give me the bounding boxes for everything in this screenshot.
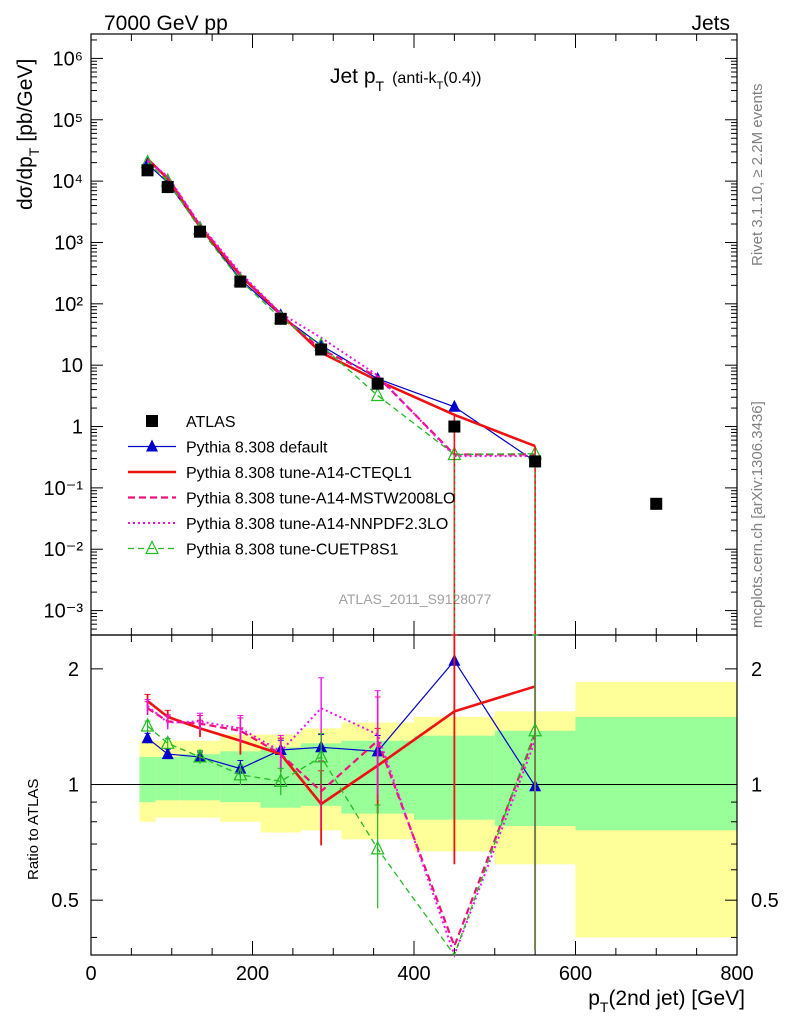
legend: ATLAS Pythia 8.308 default Pythia 8.308 tu… [128,414,455,559]
atlas-point [234,275,247,288]
main-ytick-label: 10³ [54,232,83,254]
main-line-4 [147,162,536,456]
x-axis-label: pT(2nd jet) [GeV] [588,987,745,1015]
atlas-point [161,181,174,194]
legend-label-0: ATLAS [186,414,236,431]
plot-title-main: Jet p [330,65,376,88]
atlas-point [448,420,461,433]
atlas-point [194,225,207,238]
plot-title-extra: (anti-k [392,70,437,87]
side-label-bottom: mcplots.cern.ch [arXiv:1306.3436] [749,401,766,628]
legend-label-5: Pythia 8.308 tune-CUETP8S1 [186,542,399,559]
atlas-point [274,312,287,325]
main-line-1 [146,157,536,448]
band-green-0 [139,756,156,803]
ratio-ytick-label-left: 0.5 [51,890,79,912]
main-ytick-label: 10⁻³ [44,601,84,623]
main-ytick-label: 10² [54,294,83,316]
main-line-3 [146,160,536,458]
main-line-2 [146,159,536,456]
xtick-label: 600 [559,963,592,985]
ratio-point-4 [273,772,288,787]
xtick-label: 800 [720,963,753,985]
ratio-uncertainty-bands [139,681,737,938]
xtick-label: 0 [85,963,96,985]
ratio-ytick-label-right: 2 [751,659,762,681]
ratio-point-4 [193,748,207,763]
legend-label-4: Pythia 8.308 tune-A14-NNPDF2.3LO [186,516,448,533]
main-ytick-label: 10⁴ [52,171,83,193]
ratio-ytick-label-right: 0.5 [751,890,779,912]
header-right: Jets [691,12,730,35]
ratio-point-4 [528,722,543,737]
plot-title: Jet pT (anti-kT(0.4)) [330,65,482,94]
xtick-label: 200 [236,963,269,985]
plot-title-extra-sub: T [437,80,444,92]
main-plot-axes: 10⁻³ 10⁻² 10⁻¹ 1 10 10² 10³ 10⁴ 10⁵ 10⁶ [44,33,738,636]
atlas-point [141,164,154,177]
atlas-point [371,377,384,390]
band-green-9 [575,716,737,831]
ratio-point-4 [233,766,248,781]
main-ytick-label: 10⁶ [53,48,83,70]
y-axis-label-main: dσ/dpT[pb/GeV] [14,59,42,210]
legend-label-3: Pythia 8.308 tune-A14-MSTW2008LO [186,491,455,508]
ratio-point-0 [161,747,174,760]
ratio-point-4 [314,748,329,763]
ratio-plot-axes: 0.5 0.5 1 1 2 2 0 200 400 600 800 [51,634,779,985]
legend-marker-atlas [146,415,158,427]
analysis-tag: ATLAS_2011_S9128077 [339,591,492,607]
main-ytick-label: 10⁻² [44,539,84,561]
ratio-point-4 [370,840,385,855]
atlas-point [315,343,328,356]
ratio-point-4 [140,717,155,732]
main-plot-series [140,154,663,635]
legend-label-1: Pythia 8.308 default [186,440,328,457]
main-point-4 [370,387,385,402]
atlas-point [650,497,663,510]
main-ytick-label: 10⁵ [52,110,83,132]
xtick-label: 400 [397,963,430,985]
y-axis-label-ratio: Ratio to ATLAS [25,779,42,880]
ratio-point-4 [160,734,175,749]
band-green-1 [155,756,180,801]
atlas-point [529,455,542,468]
main-ytick-label: 10⁻¹ [44,478,84,500]
legend-marker-1 [146,439,158,452]
legend-marker-5 [145,540,159,555]
ratio-ytick-label-right: 1 [751,775,762,797]
main-ytick-label: 10 [61,355,83,377]
ratio-ytick-label-left: 2 [68,659,79,681]
plot-title-extra-tail: (0.4)) [443,70,481,87]
main-point-0 [448,399,461,412]
ratio-ytick-label-left: 1 [68,775,79,797]
side-label-top: Rivet 3.1.10, ≥ 2.2M events [749,84,766,267]
main-ytick-label: 1 [72,417,83,439]
plot-title-main-sub: T [376,78,385,94]
ratio-plot-series [140,634,543,958]
header-left: 7000 GeV pp [104,12,228,35]
ratio-point-0 [141,731,154,744]
legend-label-2: Pythia 8.308 tune-A14-CTEQL1 [186,465,412,482]
